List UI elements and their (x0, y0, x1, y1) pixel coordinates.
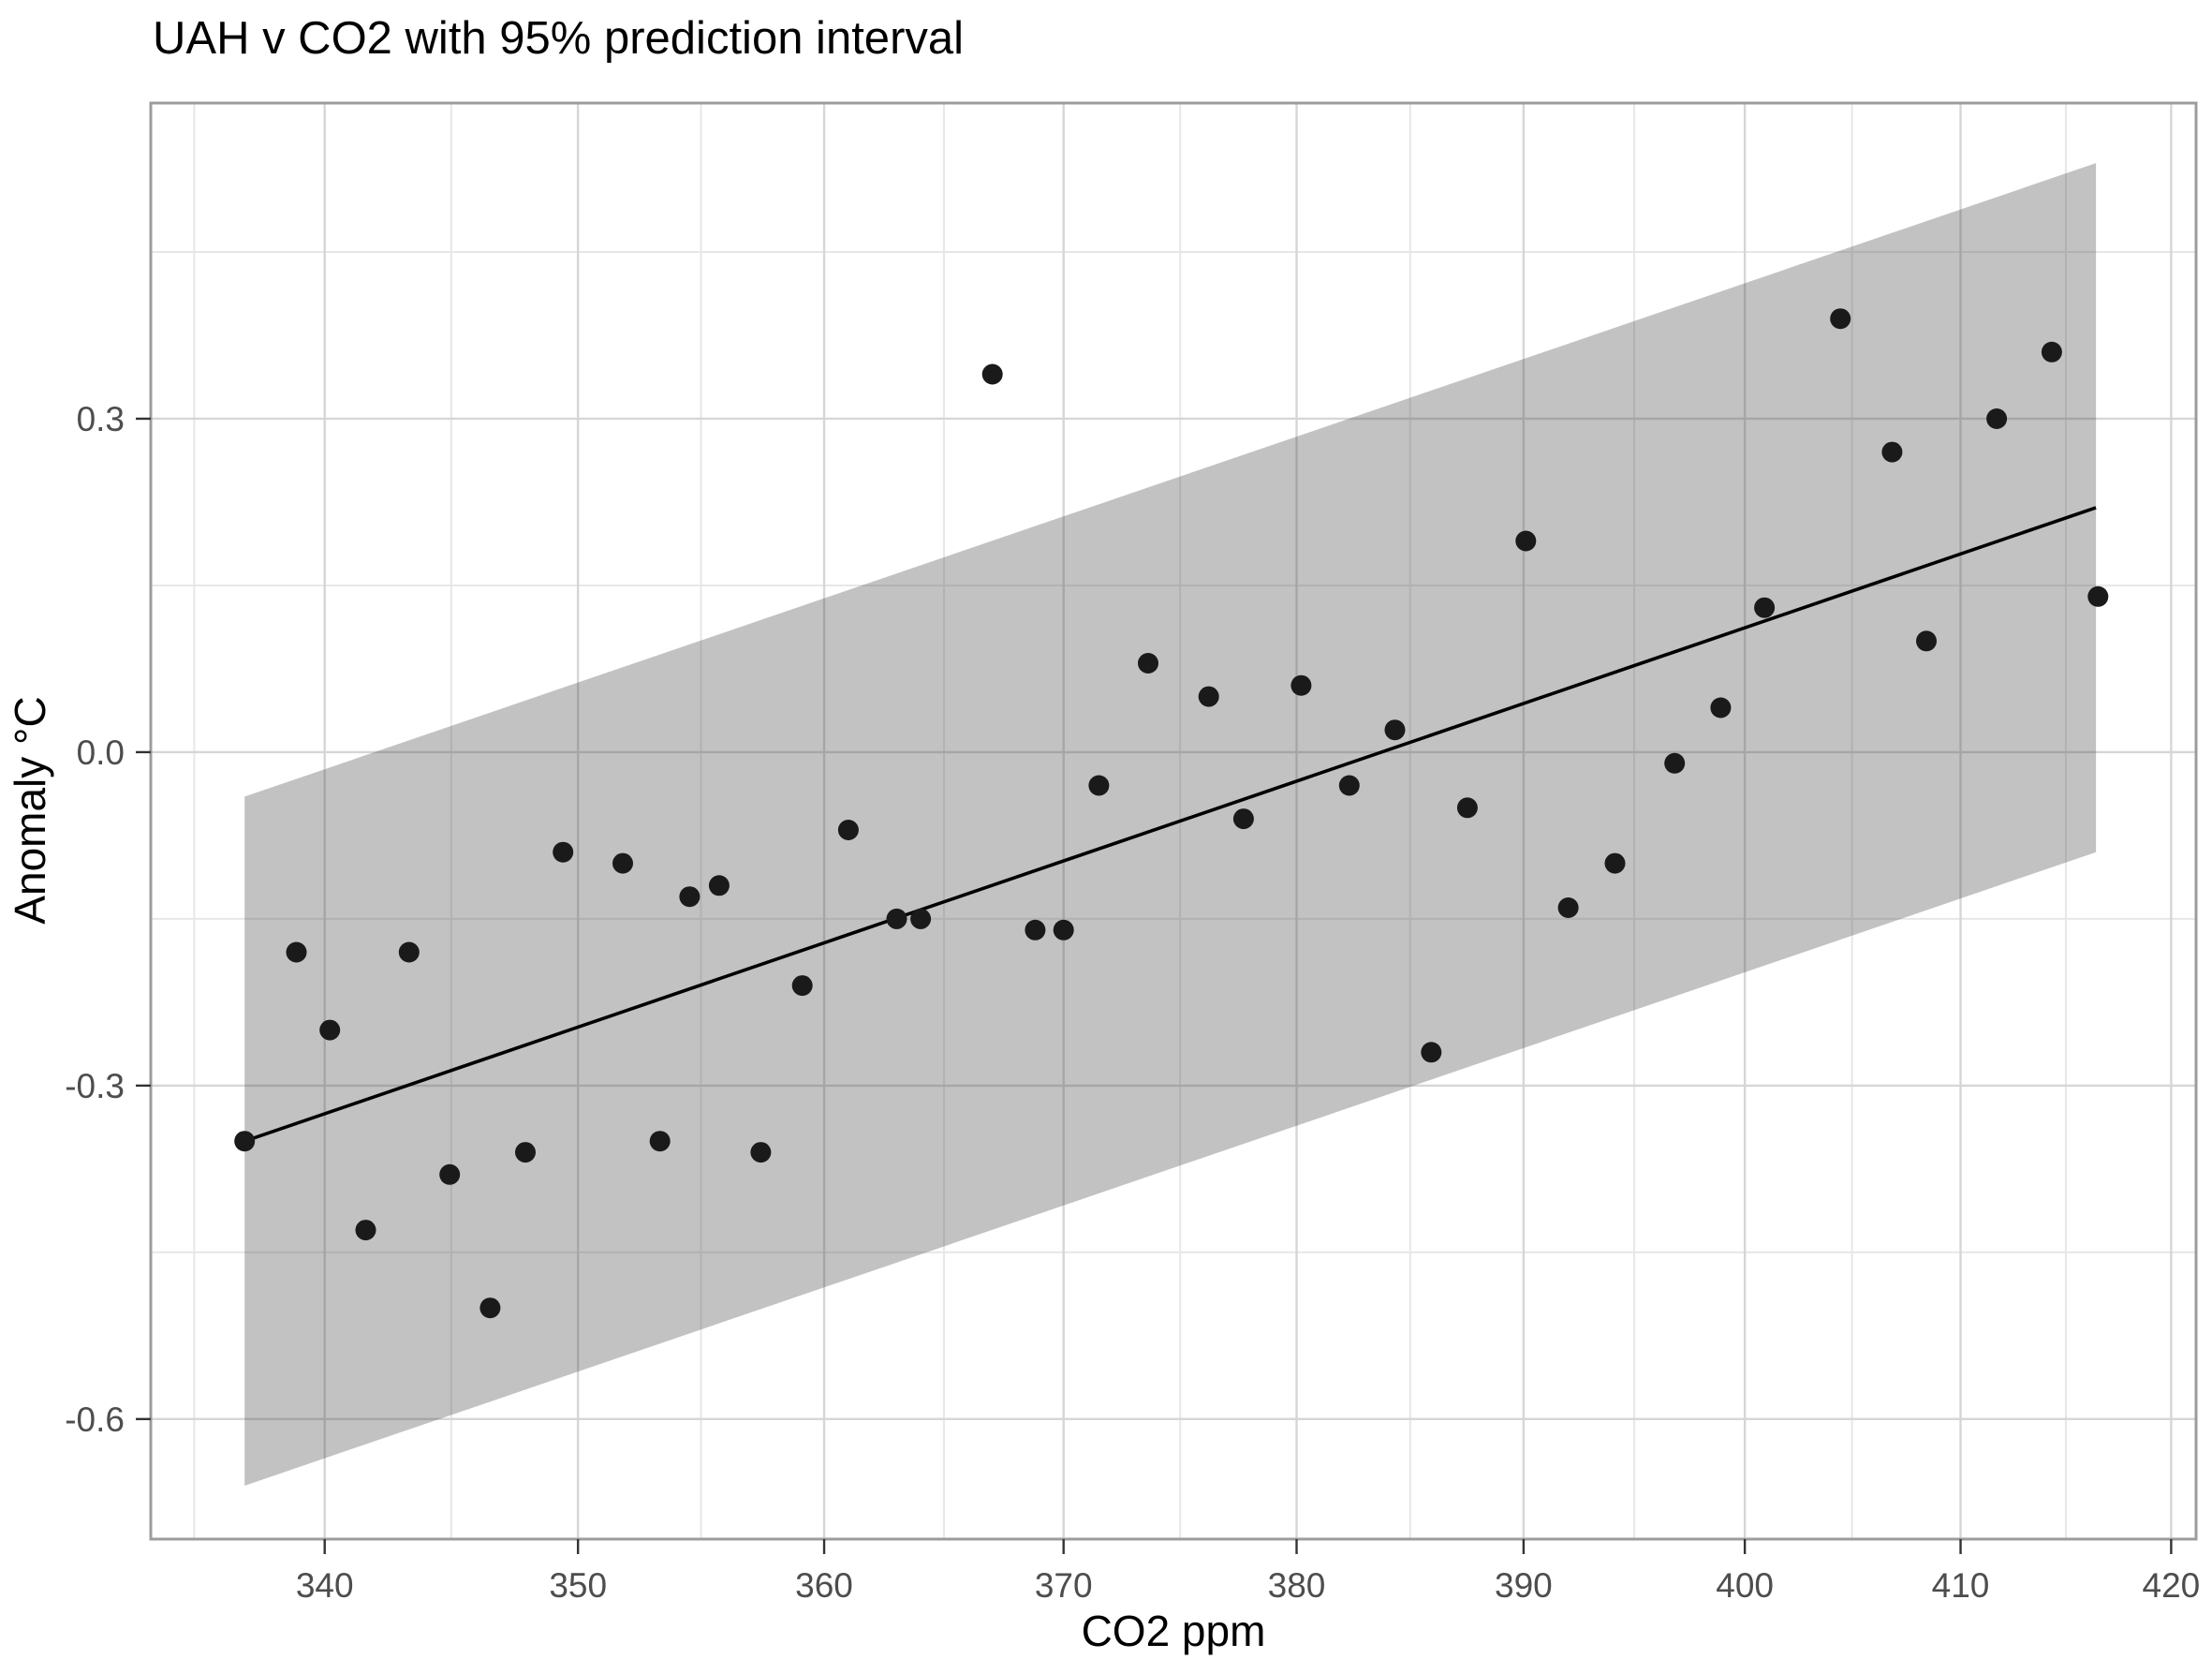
data-point (515, 1142, 536, 1163)
data-point (708, 875, 730, 896)
data-point (1986, 408, 2008, 429)
chart-title: UAH v CO2 with 95% prediction interval (153, 13, 964, 64)
data-point (1515, 530, 1537, 552)
data-point (1754, 597, 1776, 618)
data-point (2041, 341, 2062, 363)
panel-border (149, 101, 2198, 1541)
data-point (553, 841, 574, 863)
data-point (1881, 441, 1903, 463)
data-point (234, 1131, 256, 1152)
data-point (1557, 897, 1579, 918)
data-point (649, 1131, 671, 1152)
data-point (910, 908, 932, 929)
x-tick-label: 360 (795, 1566, 853, 1605)
y-tick-label: -0.3 (65, 1067, 125, 1105)
data-point (355, 1220, 376, 1241)
data-point (1138, 653, 1158, 674)
x-tick-label: 380 (1268, 1566, 1326, 1605)
data-point (1710, 697, 1732, 718)
data-point (1421, 1042, 1442, 1063)
data-point (479, 1297, 501, 1319)
data-point (1290, 674, 1312, 696)
data-point (1384, 719, 1406, 741)
data-point (1232, 808, 1254, 830)
data-point (1456, 797, 1478, 819)
data-point (319, 1019, 341, 1041)
data-point (1830, 308, 1851, 330)
x-tick-label: 410 (1932, 1566, 1990, 1605)
x-tick-label: 390 (1495, 1566, 1553, 1605)
x-tick-label: 350 (549, 1566, 607, 1605)
regression-line (243, 506, 2097, 1143)
data-point (1053, 919, 1074, 941)
data-point (1198, 686, 1219, 707)
data-point (1916, 630, 1937, 652)
x-axis-title: CO2 ppm (1082, 1607, 1266, 1655)
data-point (981, 363, 1003, 385)
plot-panel: 340 350 360 370 380 390 400 410 420 0.3 0.0 -0.3 -0.… (65, 101, 2201, 1605)
data-point (1338, 775, 1360, 796)
y-tick-label: -0.6 (65, 1400, 125, 1439)
data-point (439, 1163, 461, 1185)
data-point (2087, 585, 2109, 607)
x-tick-label: 370 (1035, 1566, 1093, 1605)
x-tick-label: 400 (1716, 1566, 1774, 1605)
x-tick-label: 340 (296, 1566, 354, 1605)
data-point (750, 1142, 772, 1163)
data-point (612, 852, 633, 874)
y-axis-title: Anomaly °C (6, 696, 54, 924)
data-point (837, 820, 859, 840)
y-tick-label: 0.0 (77, 733, 125, 772)
x-tick-label: 420 (2143, 1566, 2201, 1605)
data-point (1604, 852, 1626, 874)
data-point (1088, 775, 1110, 796)
data-point (679, 886, 700, 908)
data-point (286, 941, 307, 963)
y-tick-label: 0.3 (77, 400, 125, 438)
data-point (1025, 919, 1046, 941)
data-point (886, 908, 907, 929)
data-point (398, 941, 420, 963)
data-point (791, 975, 813, 997)
data-point (1664, 752, 1686, 774)
